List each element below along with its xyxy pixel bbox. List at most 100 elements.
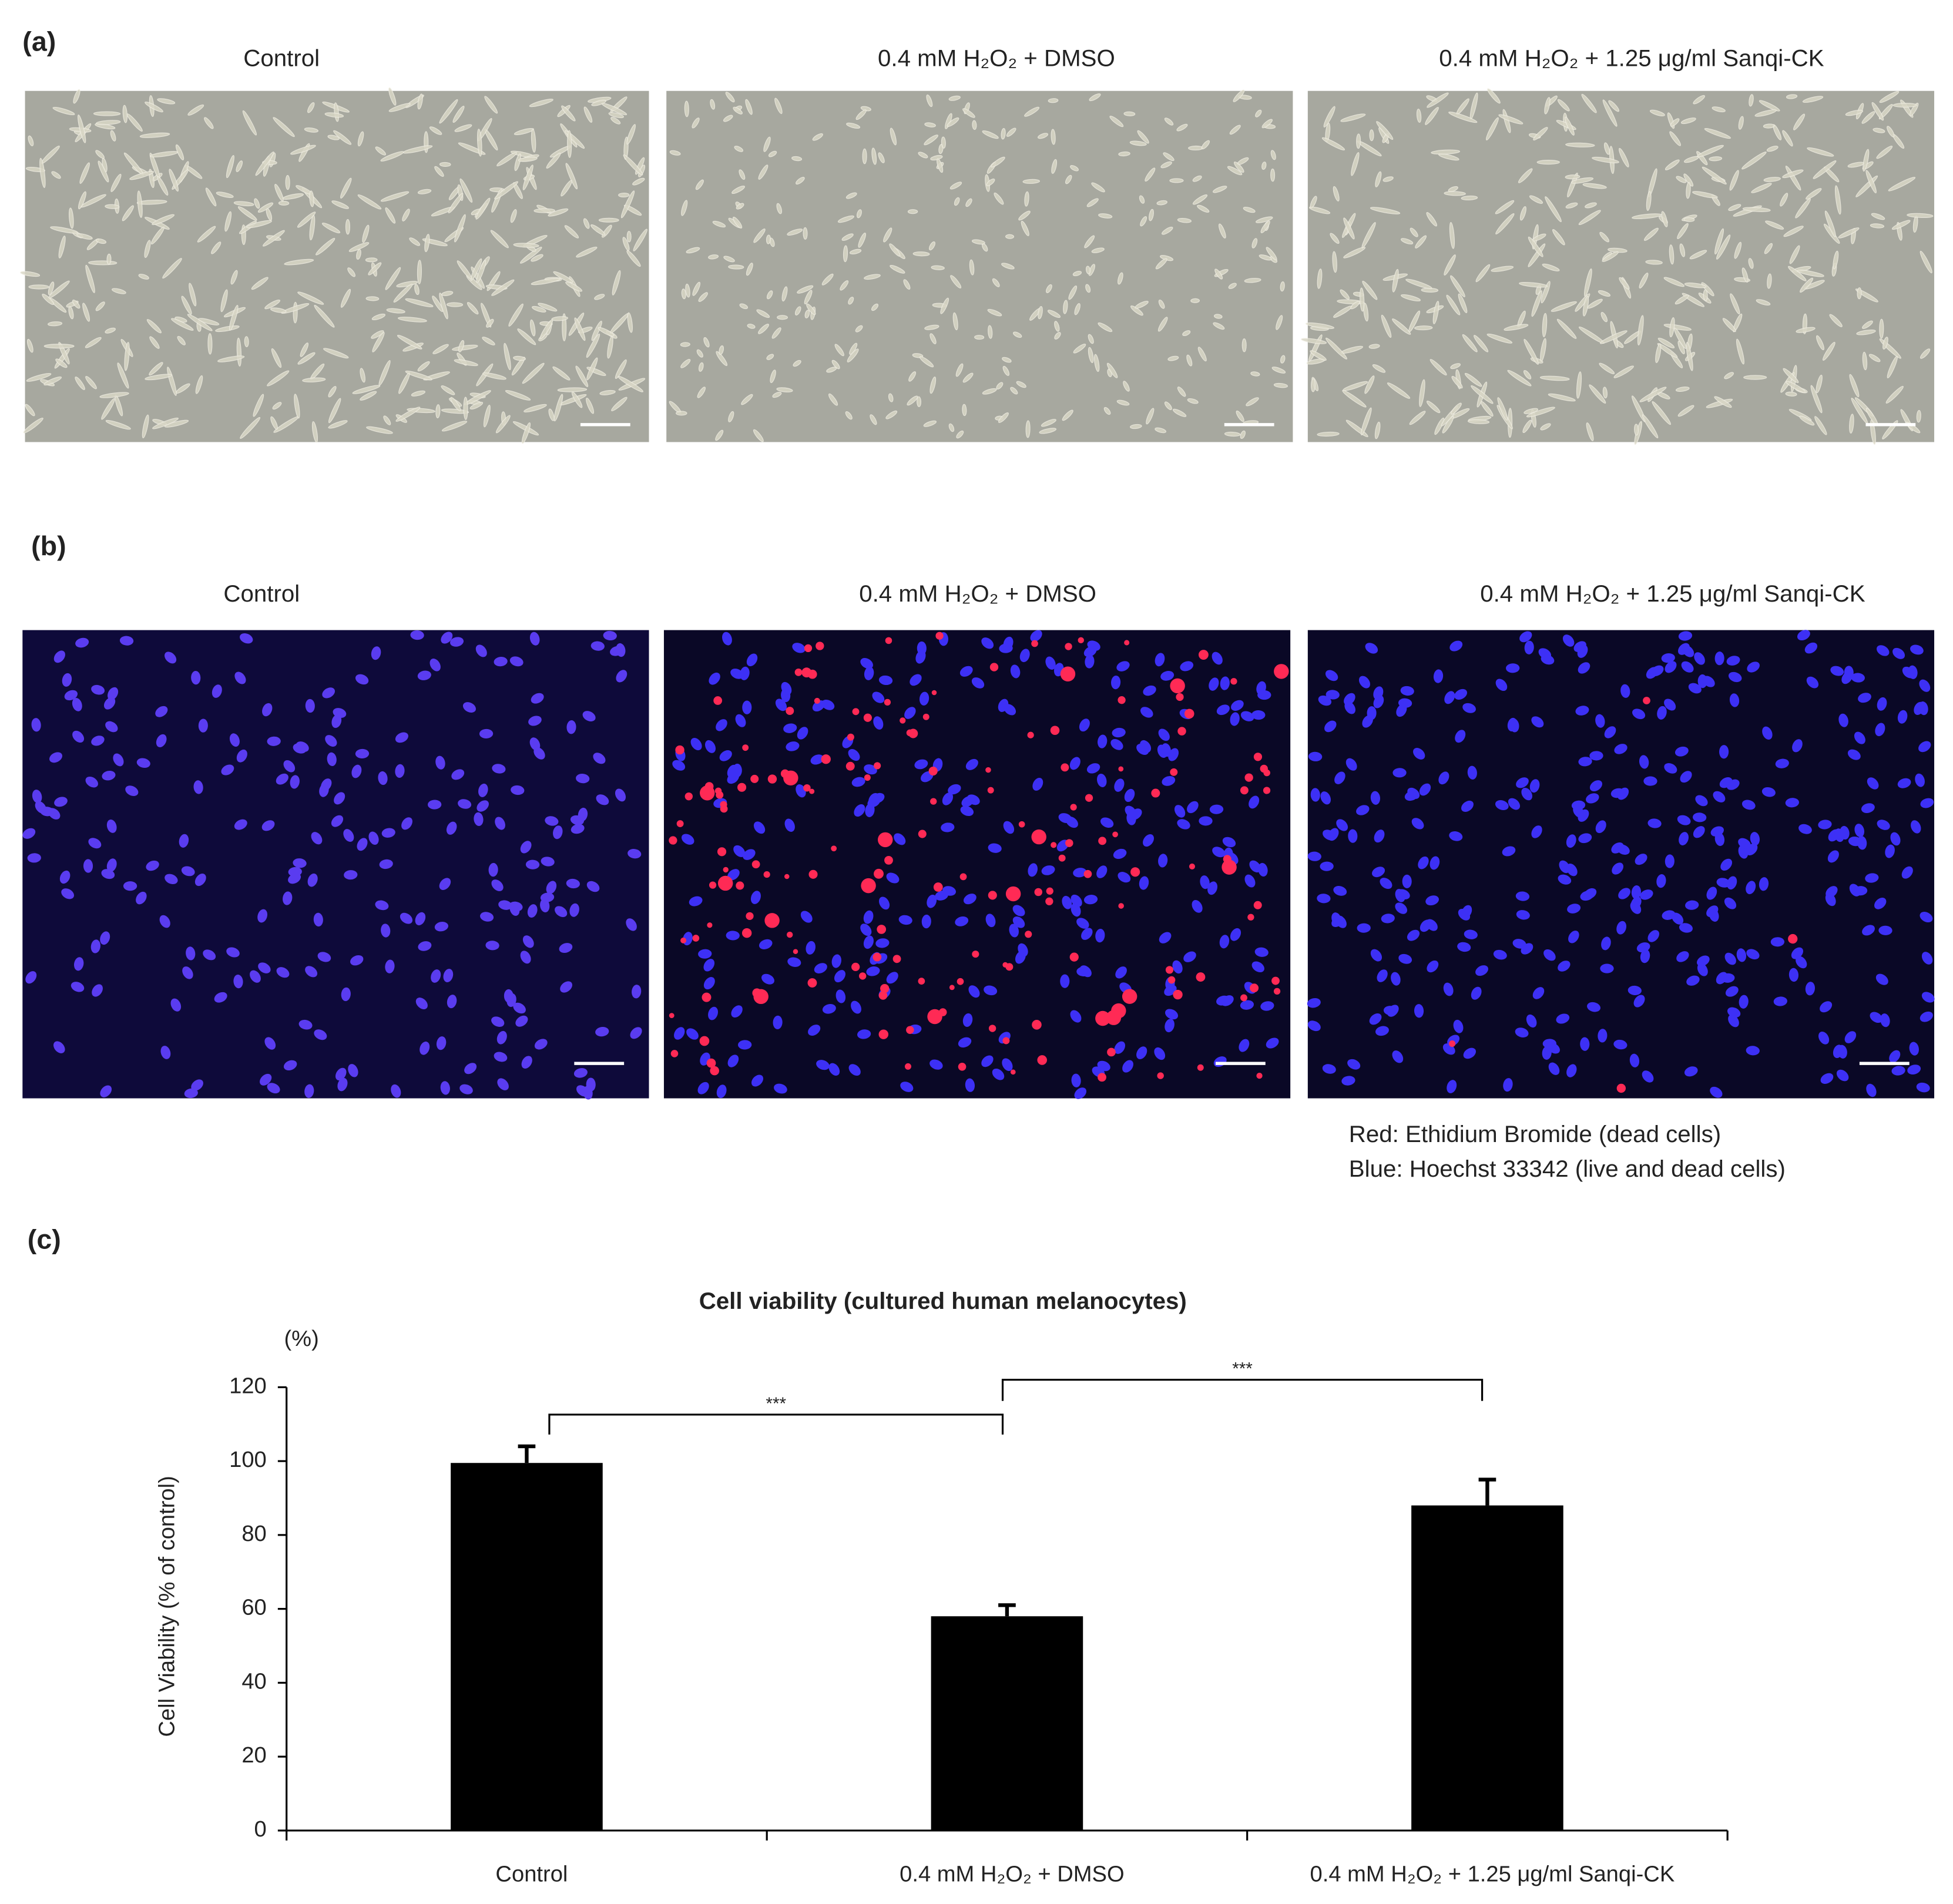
cell (85, 376, 97, 389)
cell (1006, 127, 1016, 137)
cell (26, 338, 33, 353)
nucleus (971, 677, 985, 689)
nucleus (941, 822, 955, 832)
nucleus (212, 684, 222, 698)
cell (450, 397, 461, 411)
nucleus (1797, 630, 1810, 641)
cell (348, 242, 370, 252)
x-tick-label: Control (495, 1861, 568, 1886)
y-tick-label: 20 (241, 1742, 266, 1768)
cell (1822, 341, 1835, 361)
nucleus (632, 985, 642, 999)
nucleus (1126, 811, 1136, 825)
cell (42, 293, 55, 305)
nucleus (1875, 973, 1888, 985)
nucleus (545, 816, 559, 826)
cell (48, 321, 63, 327)
nucleus (1392, 768, 1407, 778)
nucleus (1341, 1076, 1355, 1086)
cell (1504, 324, 1529, 331)
dead-cell (1167, 976, 1176, 984)
nucleus (1741, 800, 1756, 810)
cell (1716, 234, 1731, 260)
cell (1891, 220, 1911, 230)
cell (452, 106, 465, 123)
dead-cell (1196, 972, 1206, 982)
cell (429, 126, 442, 135)
cell (476, 260, 486, 283)
cell (756, 309, 770, 318)
dead-cell (918, 830, 927, 838)
nucleus (1122, 1060, 1133, 1073)
cell (345, 219, 350, 235)
nucleus (1404, 791, 1418, 801)
nucleus (1865, 873, 1879, 883)
nucleus (1345, 758, 1357, 771)
dead-cell (884, 699, 891, 706)
nucleus (1076, 918, 1089, 929)
nucleus (1493, 949, 1507, 960)
nucleus (1254, 947, 1269, 957)
nucleus (257, 909, 268, 923)
cell (1639, 387, 1667, 402)
nucleus (1531, 716, 1544, 728)
cell (1063, 300, 1068, 314)
nucleus (864, 764, 877, 775)
cell (1838, 227, 1860, 239)
cell (1542, 263, 1560, 271)
nucleus (1867, 777, 1879, 790)
nucleus (261, 820, 275, 831)
nucleus (48, 808, 61, 820)
phase-contrast-image (666, 90, 1293, 442)
dead-cell (1058, 854, 1066, 862)
cell (1426, 211, 1438, 227)
nucleus (1880, 1013, 1890, 1027)
cell (586, 333, 600, 358)
nucleus (1598, 1029, 1608, 1043)
nucleus (1773, 996, 1787, 1006)
cell (1524, 408, 1539, 414)
dead-cell (676, 820, 684, 828)
cell (1599, 231, 1609, 243)
cell (271, 348, 282, 368)
phase-contrast-image (25, 90, 649, 442)
nucleus (942, 886, 956, 896)
nucleus (400, 912, 413, 924)
cell (1786, 381, 1806, 393)
nucleus (1761, 787, 1776, 797)
cell (1172, 408, 1187, 417)
nucleus (1706, 886, 1717, 900)
nucleus (344, 870, 358, 880)
nucleus (491, 1016, 505, 1027)
nucleus (1512, 939, 1526, 949)
nucleus (88, 838, 102, 849)
dead-cell (709, 881, 717, 889)
cell (599, 389, 616, 395)
nucleus (697, 1082, 709, 1094)
cell (855, 325, 863, 333)
cell (1450, 363, 1461, 370)
cell (1689, 250, 1707, 260)
nucleus (792, 643, 806, 653)
nucleus (100, 931, 110, 945)
cell (840, 280, 849, 291)
dead-cell (1051, 842, 1057, 848)
cell (327, 135, 340, 140)
cell (1507, 370, 1532, 387)
panel-title: 0.4 mM H₂O₂ + DMSO (859, 580, 1096, 607)
cell (594, 294, 605, 300)
nucleus (1015, 951, 1026, 964)
nucleus (91, 684, 105, 695)
cell (204, 117, 214, 129)
cell (804, 310, 810, 318)
cell (739, 303, 749, 310)
cell (1140, 216, 1147, 227)
nucleus (136, 758, 150, 768)
nucleus (1629, 1053, 1640, 1067)
nucleus (1858, 693, 1871, 703)
dead-cell (1027, 731, 1034, 738)
cell (1602, 99, 1618, 127)
cell (1576, 371, 1582, 399)
cell (375, 146, 387, 156)
nucleus (534, 1039, 548, 1050)
